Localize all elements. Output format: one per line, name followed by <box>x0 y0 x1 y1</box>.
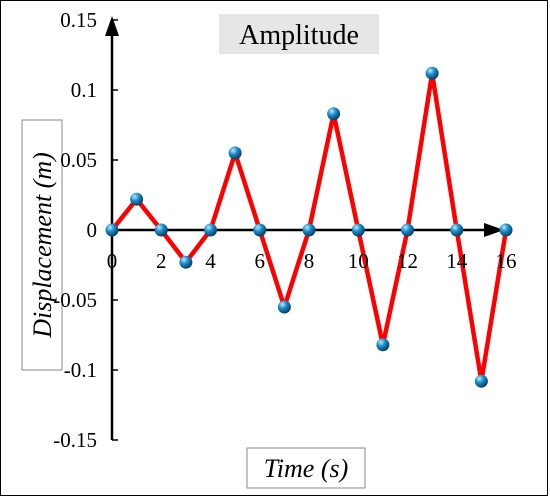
y-axis-title-group: Displacement (m) <box>21 119 63 371</box>
data-point <box>376 338 390 352</box>
x-axis-title: Time (s) <box>264 454 349 483</box>
data-point <box>228 146 242 160</box>
data-point <box>179 255 193 269</box>
tick-labels: 0.15 0.1 0.05 0 -0.05 -0.1 -0.15 0 2 4 6 8 10 12 14 16 <box>53 8 516 452</box>
data-point <box>105 223 119 237</box>
data-point <box>277 300 291 314</box>
data-point <box>401 223 414 237</box>
y-tick-label: 0.05 <box>60 148 97 172</box>
x-tick-label: 16 <box>496 249 517 273</box>
data-point <box>253 223 267 237</box>
x-tick-label: 10 <box>348 249 369 273</box>
y-tick-label: 0.1 <box>71 78 97 102</box>
x-tick-label: 12 <box>397 249 418 273</box>
data-point <box>302 223 316 237</box>
y-tick-label: -0.1 <box>64 358 97 382</box>
data-point <box>450 223 464 237</box>
x-axis-title-box <box>246 447 366 489</box>
x-tick-label: 2 <box>156 249 167 273</box>
title-box <box>219 14 379 54</box>
data-point <box>327 107 341 121</box>
y-tick-label: 0.15 <box>60 8 97 32</box>
x-tick-label: 0 <box>107 249 118 273</box>
y-axis-title-box <box>21 119 63 371</box>
x-axis-arrow <box>484 223 504 237</box>
y-tick-label: -0.05 <box>53 288 97 312</box>
data-point <box>474 374 488 388</box>
data-point <box>425 66 439 80</box>
y-tick-label: 0 <box>87 218 98 242</box>
series-layer <box>105 66 513 388</box>
data-point <box>351 223 365 237</box>
y-axis-title: Displacement (m) <box>28 152 57 339</box>
data-point <box>204 223 217 237</box>
y-tick-label: -0.15 <box>53 428 97 452</box>
x-tick-label: 4 <box>205 249 216 273</box>
x-tick-label: 14 <box>446 249 468 273</box>
x-tick-label: 8 <box>304 249 315 273</box>
chart-title: Amplitude <box>239 20 359 51</box>
data-point <box>499 223 513 237</box>
y-axis-arrow <box>105 16 119 36</box>
data-point <box>130 192 144 206</box>
x-tick-label: 6 <box>255 249 266 273</box>
data-point <box>154 223 168 237</box>
